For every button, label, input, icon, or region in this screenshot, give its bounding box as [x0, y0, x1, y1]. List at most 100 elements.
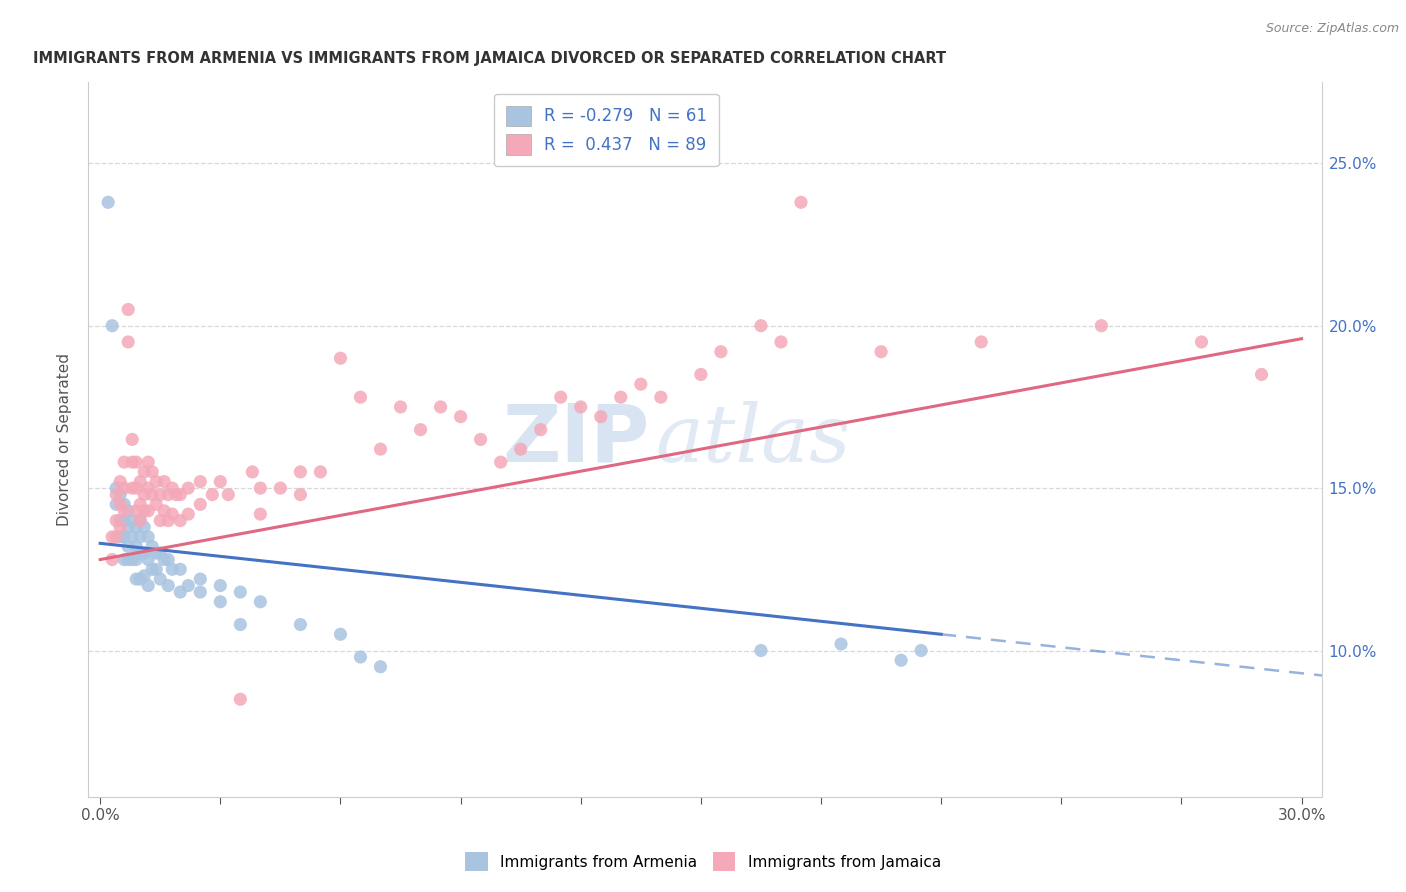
Point: [134, 465, 156, 479]
Point: [108, 514, 131, 528]
Point: [117, 334, 139, 349]
Point: [890, 653, 912, 667]
Point: [169, 562, 191, 576]
Point: [136, 530, 159, 544]
Point: [249, 481, 271, 495]
Point: [165, 488, 187, 502]
Point: [177, 481, 200, 495]
Point: [125, 540, 148, 554]
Legend: R = -0.279   N = 61, R =  0.437   N = 89: R = -0.279 N = 61, R = 0.437 N = 89: [494, 94, 718, 167]
Point: [209, 578, 232, 592]
Point: [1090, 318, 1112, 333]
Point: [105, 481, 128, 495]
Point: [269, 481, 291, 495]
Point: [153, 552, 176, 566]
Point: [910, 643, 932, 657]
Point: [870, 344, 893, 359]
Point: [117, 520, 139, 534]
Point: [136, 552, 159, 566]
Point: [105, 514, 128, 528]
Point: [409, 423, 432, 437]
Point: [125, 520, 148, 534]
Point: [136, 481, 159, 495]
Point: [125, 504, 148, 518]
Point: [349, 650, 371, 665]
Point: [97, 195, 120, 210]
Point: [149, 572, 172, 586]
Point: [112, 455, 135, 469]
Point: [101, 552, 124, 566]
Point: [589, 409, 612, 424]
Point: [290, 488, 312, 502]
Text: atlas: atlas: [655, 401, 851, 478]
Point: [830, 637, 852, 651]
Point: [201, 488, 224, 502]
Point: [157, 552, 180, 566]
Point: [970, 334, 993, 349]
Point: [105, 497, 128, 511]
Point: [129, 572, 152, 586]
Point: [136, 504, 159, 518]
Point: [169, 514, 191, 528]
Point: [121, 481, 143, 495]
Point: [145, 497, 167, 511]
Point: [188, 475, 211, 489]
Legend: Immigrants from Armenia, Immigrants from Jamaica: Immigrants from Armenia, Immigrants from…: [458, 847, 948, 877]
Point: [125, 455, 148, 469]
Point: [108, 488, 131, 502]
Point: [112, 552, 135, 566]
Point: [108, 530, 131, 544]
Point: [790, 195, 813, 210]
Point: [710, 344, 733, 359]
Point: [101, 318, 124, 333]
Point: [329, 627, 352, 641]
Point: [329, 351, 352, 366]
Point: [108, 520, 131, 534]
Point: [129, 514, 152, 528]
Point: [169, 488, 191, 502]
Point: [509, 442, 531, 457]
Point: [217, 488, 239, 502]
Point: [177, 507, 200, 521]
Point: [188, 497, 211, 511]
Point: [125, 572, 148, 586]
Point: [370, 442, 392, 457]
Point: [309, 465, 332, 479]
Point: [389, 400, 412, 414]
Point: [749, 643, 772, 657]
Point: [129, 546, 152, 560]
Point: [134, 520, 156, 534]
Point: [145, 562, 167, 576]
Point: [121, 552, 143, 566]
Point: [112, 497, 135, 511]
Point: [125, 552, 148, 566]
Point: [108, 475, 131, 489]
Point: [157, 578, 180, 592]
Point: [450, 409, 472, 424]
Point: [290, 465, 312, 479]
Point: [121, 455, 143, 469]
Point: [134, 504, 156, 518]
Point: [112, 504, 135, 518]
Point: [240, 465, 263, 479]
Point: [489, 455, 512, 469]
Point: [349, 390, 371, 404]
Point: [136, 455, 159, 469]
Point: [134, 569, 156, 583]
Point: [134, 488, 156, 502]
Point: [149, 546, 172, 560]
Point: [153, 504, 176, 518]
Point: [209, 475, 232, 489]
Point: [689, 368, 711, 382]
Point: [470, 433, 492, 447]
Point: [229, 692, 252, 706]
Point: [229, 585, 252, 599]
Point: [101, 530, 124, 544]
Point: [121, 530, 143, 544]
Point: [229, 617, 252, 632]
Point: [129, 514, 152, 528]
Point: [610, 390, 633, 404]
Point: [249, 595, 271, 609]
Point: [550, 390, 572, 404]
Text: ZIP: ZIP: [502, 401, 650, 478]
